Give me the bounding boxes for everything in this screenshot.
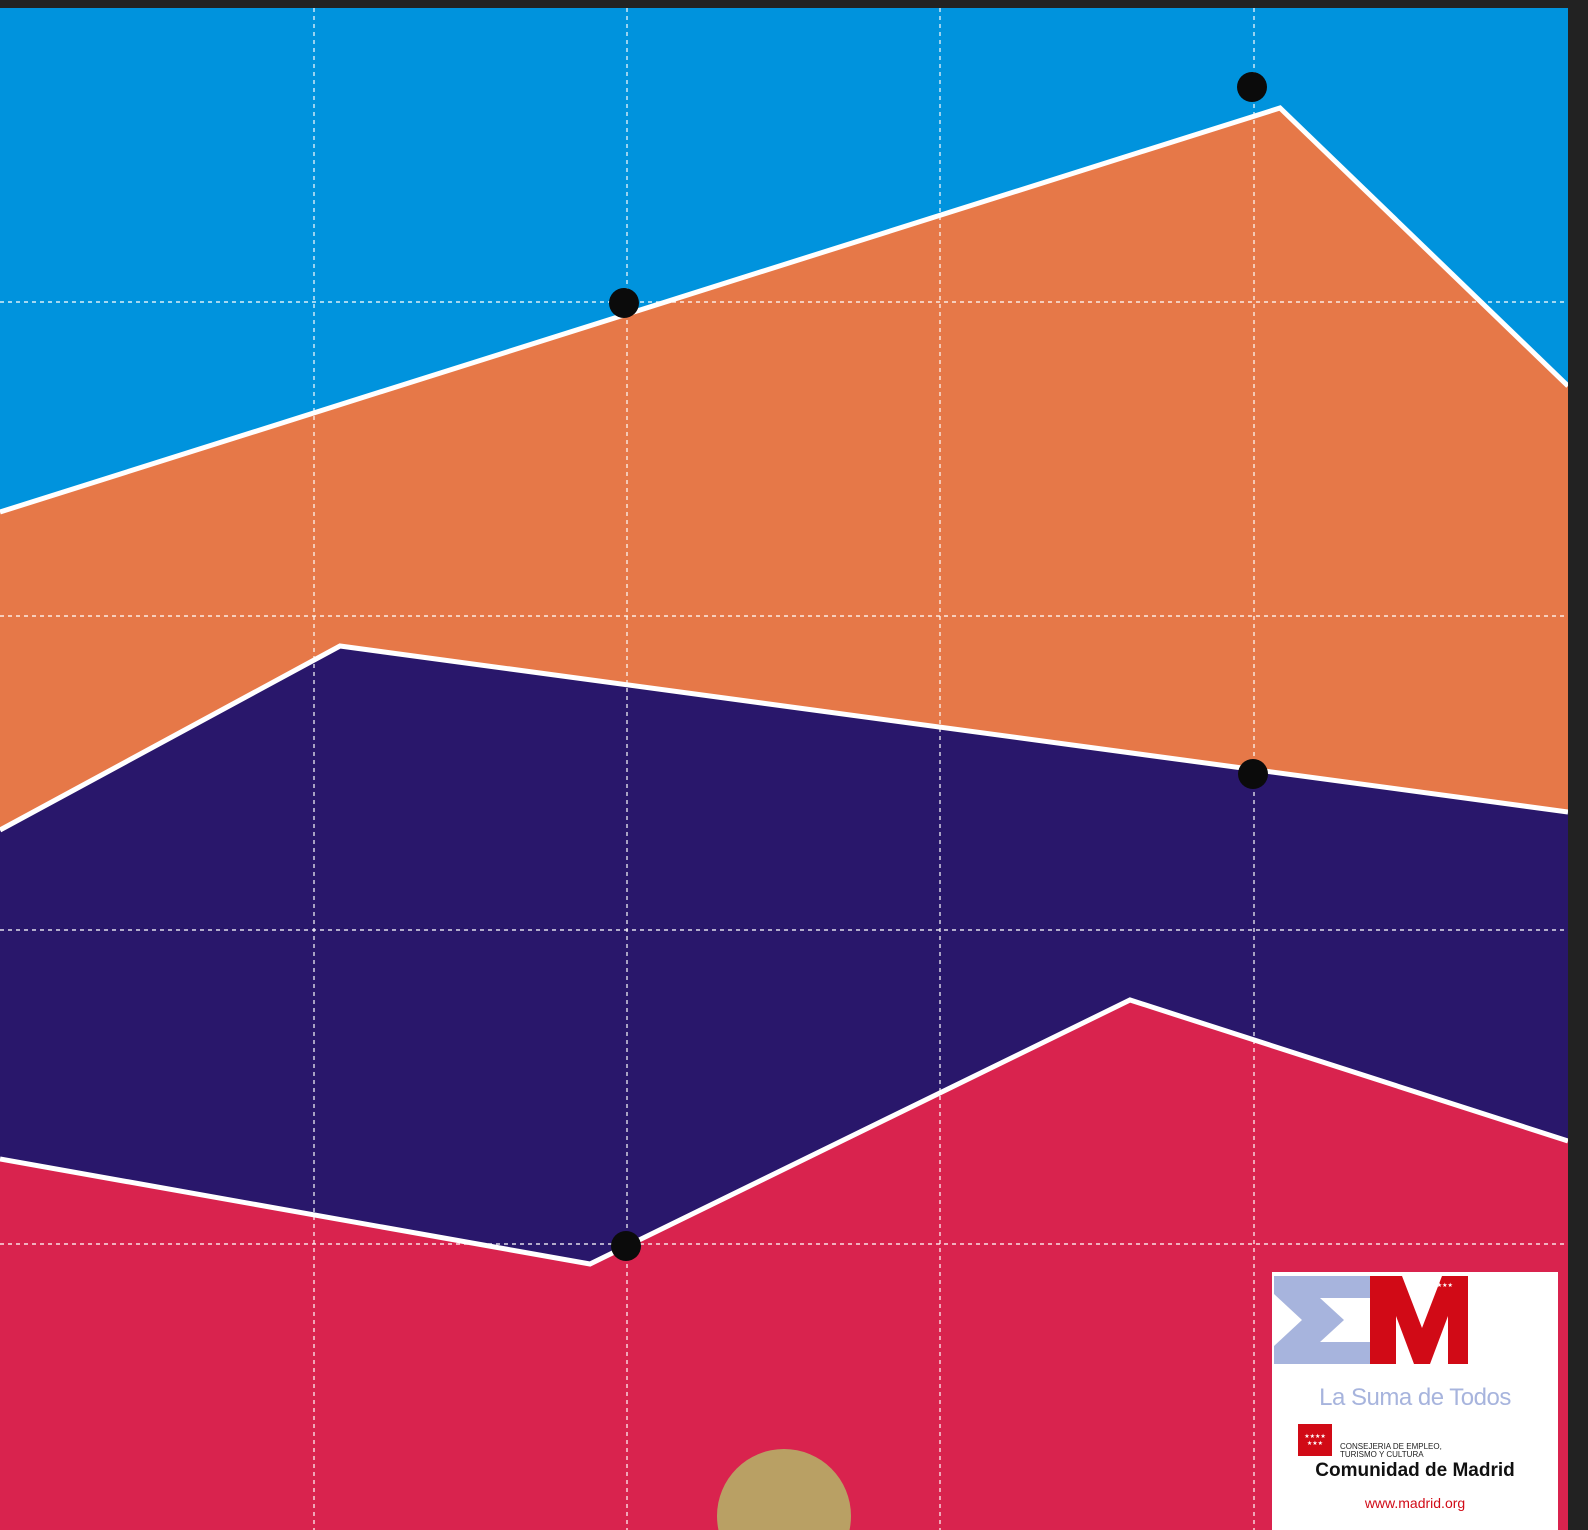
department-label: CONSEJERIA DE EMPLEO, TURISMO Y CULTURA <box>1340 1442 1442 1459</box>
half-circle-shape <box>717 1449 851 1530</box>
organization-name: Comunidad de Madrid <box>1315 1460 1515 1481</box>
boundary-line-2 <box>0 643 1568 833</box>
m-shape <box>1370 1276 1468 1364</box>
sigma-shape <box>1274 1276 1370 1364</box>
sum-m-logo-mark: ★★★★★★★ <box>1274 1276 1468 1364</box>
website-link[interactable]: www.madrid.org <box>1364 1495 1466 1511</box>
madrid-flag-icon: ★★★★ ★★★ <box>1298 1424 1332 1456</box>
poster-artwork: ★★★★★★★ La Suma de Todos ★★★★ ★★★ CONSEJ… <box>0 8 1568 1530</box>
flag-stars: ★★★★ ★★★ <box>1304 1433 1326 1447</box>
marker-dot-3 <box>1238 759 1268 789</box>
red-band <box>0 1000 1568 1530</box>
grid-lines <box>0 8 1568 1530</box>
layered-bands-graphic <box>0 8 1568 1530</box>
tagline: La Suma de Todos <box>1319 1384 1511 1411</box>
marker-dot-4 <box>611 1231 641 1261</box>
marker-dot-2 <box>609 288 639 318</box>
logo-card: ★★★★★★★ La Suma de Todos ★★★★ ★★★ CONSEJ… <box>1272 1272 1558 1530</box>
boundary-line-3 <box>0 997 1568 1267</box>
marker-dot-1 <box>1237 72 1267 102</box>
m-stars: ★★★★★★★ <box>1415 1282 1453 1289</box>
boundary-line-1 <box>0 105 1568 515</box>
